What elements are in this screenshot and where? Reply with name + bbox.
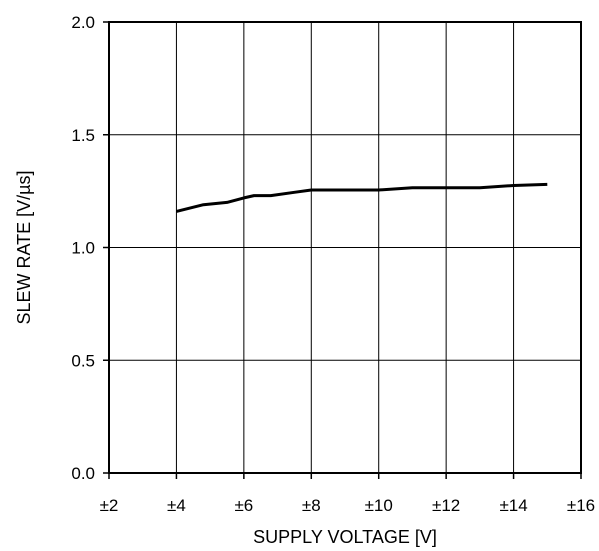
- y-tick-label: 1.0: [71, 239, 95, 258]
- y-tick-label: 0.5: [71, 351, 95, 370]
- x-tick-label: ±8: [302, 496, 321, 515]
- y-tick-label: 1.5: [71, 126, 95, 145]
- x-tick-label: ±6: [234, 496, 253, 515]
- x-tick-label: ±16: [567, 496, 595, 515]
- x-tick-label: ±2: [100, 496, 119, 515]
- y-tick-label: 2.0: [71, 13, 95, 32]
- slew-rate-line: [176, 182, 548, 213]
- x-tick-label: ±12: [432, 496, 460, 515]
- x-tick-label: ±10: [365, 496, 393, 515]
- x-tick-label: ±4: [167, 496, 186, 515]
- x-axis-ticks: ±2 ±4 ±6 ±8 ±10 ±12 ±14 ±16: [100, 473, 595, 515]
- data-series: [176, 182, 548, 213]
- y-axis-label: SLEW RATE [V/µs]: [14, 170, 34, 324]
- x-tick-label: ±14: [499, 496, 527, 515]
- y-tick-label: 0.0: [71, 464, 95, 483]
- y-axis-ticks: 0.0 0.5 1.0 1.5 2.0: [71, 13, 109, 483]
- x-axis-label: SUPPLY VOLTAGE [V]: [253, 527, 437, 547]
- grid-lines: [109, 22, 581, 473]
